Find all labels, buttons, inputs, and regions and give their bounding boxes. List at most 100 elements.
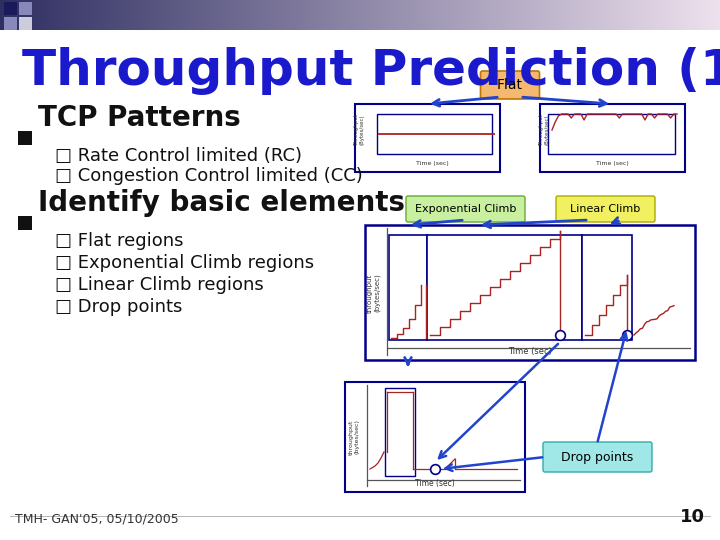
Bar — [51, 0, 52, 30]
Bar — [678, 0, 679, 30]
Bar — [409, 0, 410, 30]
Bar — [591, 0, 592, 30]
Bar — [304, 0, 305, 30]
Bar — [278, 0, 279, 30]
Bar — [556, 0, 557, 30]
Bar — [252, 0, 253, 30]
Bar — [348, 0, 349, 30]
Bar — [620, 0, 621, 30]
Bar — [630, 0, 631, 30]
Bar — [119, 0, 120, 30]
Bar — [503, 0, 504, 30]
Bar — [345, 382, 525, 492]
Bar — [235, 0, 236, 30]
Bar — [428, 0, 429, 30]
Bar — [53, 0, 54, 30]
Bar — [138, 0, 139, 30]
Bar — [539, 0, 540, 30]
Bar — [335, 0, 336, 30]
Bar — [318, 0, 319, 30]
Text: Identify basic elements: Identify basic elements — [38, 189, 405, 217]
Bar — [314, 0, 315, 30]
Bar — [679, 0, 680, 30]
Bar — [387, 0, 388, 30]
Bar — [63, 0, 64, 30]
Bar — [559, 0, 560, 30]
Bar — [655, 0, 656, 30]
Bar — [356, 0, 357, 30]
Bar — [557, 0, 558, 30]
Bar — [341, 0, 342, 30]
Bar — [101, 0, 102, 30]
Bar — [197, 0, 198, 30]
Bar — [402, 0, 403, 30]
Bar — [417, 0, 418, 30]
Bar — [65, 0, 66, 30]
Bar — [652, 0, 653, 30]
Bar — [217, 0, 218, 30]
Bar — [464, 0, 465, 30]
Bar — [15, 0, 16, 30]
Bar — [134, 0, 135, 30]
Bar — [125, 0, 126, 30]
Bar — [37, 0, 38, 30]
Bar — [405, 0, 406, 30]
Bar — [199, 0, 200, 30]
Bar — [143, 0, 144, 30]
Bar — [26, 0, 27, 30]
Bar — [490, 0, 491, 30]
Bar — [684, 0, 685, 30]
Bar — [369, 0, 370, 30]
Bar — [451, 0, 452, 30]
Bar — [580, 0, 581, 30]
Bar — [475, 0, 476, 30]
Bar — [5, 0, 6, 30]
Bar — [145, 0, 146, 30]
Bar — [43, 0, 44, 30]
Bar — [476, 0, 477, 30]
Bar — [537, 0, 538, 30]
Bar — [281, 0, 282, 30]
Bar — [521, 0, 522, 30]
Bar — [160, 0, 161, 30]
Bar — [635, 0, 636, 30]
Bar — [522, 0, 523, 30]
Bar — [246, 0, 247, 30]
Bar — [622, 0, 623, 30]
Bar — [313, 0, 314, 30]
Bar — [520, 0, 521, 30]
Bar — [2, 0, 3, 30]
Bar — [632, 0, 633, 30]
Bar — [380, 0, 381, 30]
Bar — [309, 0, 310, 30]
Bar — [644, 0, 645, 30]
Bar — [342, 0, 343, 30]
Text: □ Congestion Control limited (CC): □ Congestion Control limited (CC) — [55, 167, 363, 185]
Bar — [642, 0, 643, 30]
Bar — [517, 0, 518, 30]
Bar — [589, 0, 590, 30]
Bar — [301, 0, 302, 30]
Bar — [463, 0, 464, 30]
Bar — [414, 0, 415, 30]
Bar — [610, 0, 611, 30]
Bar — [16, 0, 17, 30]
Bar — [540, 0, 541, 30]
Bar — [465, 0, 466, 30]
Bar — [70, 0, 71, 30]
Bar — [163, 0, 164, 30]
Bar — [122, 0, 123, 30]
Bar — [400, 0, 401, 30]
Bar — [338, 0, 339, 30]
Bar — [106, 0, 107, 30]
Bar — [376, 0, 377, 30]
Bar — [493, 0, 494, 30]
Bar — [59, 0, 60, 30]
Bar — [220, 0, 221, 30]
Bar — [225, 0, 226, 30]
Bar — [653, 0, 654, 30]
Bar — [263, 0, 264, 30]
Bar — [208, 0, 209, 30]
Bar — [130, 0, 131, 30]
Bar — [334, 0, 335, 30]
